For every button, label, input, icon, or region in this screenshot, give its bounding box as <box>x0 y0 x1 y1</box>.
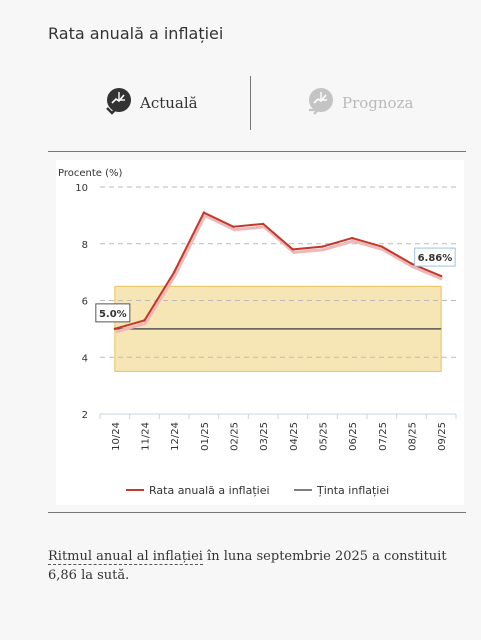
series-inflation-shadow <box>115 213 443 334</box>
y-tick-label: 8 <box>82 240 88 251</box>
y-tick-label: 10 <box>75 183 88 194</box>
data-label-box <box>414 247 456 267</box>
x-tick-label: 10/24 <box>111 422 122 451</box>
inflation-point <box>261 222 265 226</box>
x-tick-label: 03/25 <box>259 422 270 451</box>
x-tick-label: 07/25 <box>378 422 389 451</box>
inflation-point <box>172 270 176 274</box>
inflation-summary: Ritmul anual al inflației în luna septem… <box>48 547 468 585</box>
data-label: 5.0% <box>99 309 127 320</box>
clock-chart-forward-icon <box>306 86 336 120</box>
inflation-point <box>232 225 235 228</box>
inflation-chart: Procente (%) 2 4 6 8 10 10/24 11/24 12/24 01/25 02… <box>56 160 464 505</box>
tab-actuala-label: Actuală <box>140 94 198 112</box>
inflation-point <box>202 211 206 214</box>
x-tick-label: 05/25 <box>319 422 330 451</box>
x-tick-label: 01/25 <box>200 422 211 451</box>
tab-prognoza-label: Prognoza <box>342 94 414 112</box>
x-tick-label: 04/25 <box>289 422 300 451</box>
inflation-link[interactable]: Ritmul anual al inflației <box>48 549 203 565</box>
divider-top <box>48 151 466 152</box>
page-title: Rata anuală a inflației <box>48 24 224 43</box>
x-tick-label: 02/25 <box>230 422 241 451</box>
inflation-point <box>410 262 413 265</box>
x-tick-label: 11/24 <box>141 422 152 451</box>
divider-bottom <box>48 512 466 513</box>
inflation-point <box>439 274 443 278</box>
legend-target-label: Ținta inflației <box>316 484 389 497</box>
x-tick-label: 09/25 <box>437 422 448 451</box>
tab-prognoza[interactable]: Prognoza <box>306 86 413 120</box>
clock-chart-icon <box>104 86 134 120</box>
legend-inflation-label: Rata anuală a inflației <box>149 484 270 497</box>
view-tabs: Actuală Prognoza <box>48 76 466 132</box>
tab-divider <box>250 76 251 130</box>
inflation-summary-text: în luna septembrie 2025 a constituit 6,8… <box>48 549 447 583</box>
inflation-point <box>291 248 295 251</box>
x-tick-label: 12/24 <box>170 422 181 451</box>
x-tick-label: 08/25 <box>408 422 419 451</box>
inflation-point <box>143 319 146 322</box>
y-tick-label: 6 <box>82 297 88 308</box>
y-tick-label: 4 <box>82 353 88 364</box>
data-label: 6.86% <box>418 253 453 264</box>
inflation-point <box>380 245 384 248</box>
inflation-point <box>113 327 117 331</box>
inflation-point <box>350 236 354 240</box>
tab-actuala[interactable]: Actuală <box>104 86 198 120</box>
x-tick-label: 06/25 <box>348 422 359 451</box>
data-label-box <box>95 303 131 323</box>
inflation-point <box>321 245 324 248</box>
y-tick-label: 2 <box>82 410 88 421</box>
chart-svg: Procente (%) 2 4 6 8 10 10/24 11/24 12/24 01/25 02… <box>58 168 457 497</box>
series-inflation-line <box>114 211 442 330</box>
y-axis-label: Procente (%) <box>58 168 123 179</box>
